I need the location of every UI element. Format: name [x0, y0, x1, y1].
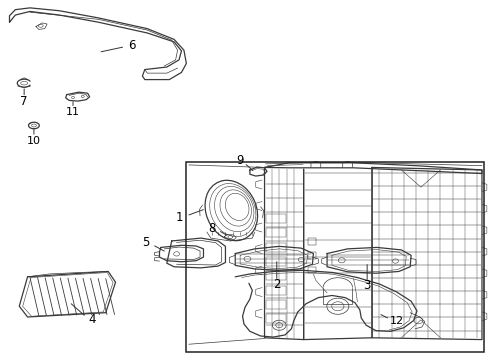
- Bar: [267, 228, 286, 237]
- Bar: [267, 243, 286, 252]
- Text: 5: 5: [142, 236, 149, 249]
- Text: 8: 8: [208, 222, 216, 235]
- Bar: [308, 252, 317, 259]
- Text: 1: 1: [175, 211, 183, 224]
- Text: 10: 10: [27, 136, 41, 145]
- Bar: [308, 238, 317, 244]
- Bar: [267, 214, 286, 223]
- Text: 7: 7: [21, 95, 28, 108]
- Bar: [267, 257, 286, 266]
- Bar: [267, 286, 286, 295]
- Text: 3: 3: [364, 279, 371, 292]
- Text: 9: 9: [236, 154, 244, 167]
- Bar: [186, 162, 485, 352]
- Bar: [308, 267, 317, 273]
- Text: 6: 6: [128, 39, 135, 52]
- Text: 12: 12: [390, 316, 404, 326]
- Bar: [267, 300, 286, 309]
- Text: 2: 2: [273, 278, 280, 291]
- Text: 11: 11: [66, 107, 80, 117]
- Bar: [267, 271, 286, 280]
- Bar: [267, 315, 286, 323]
- Text: 4: 4: [89, 312, 97, 326]
